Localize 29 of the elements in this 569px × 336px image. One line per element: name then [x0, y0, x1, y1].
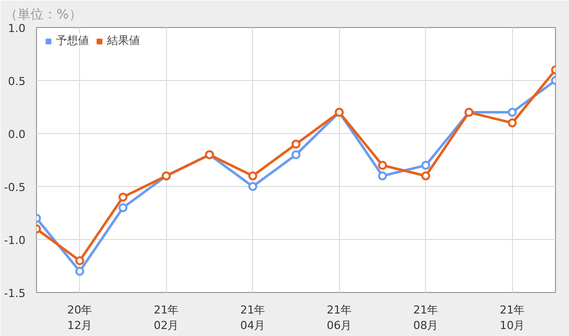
chart-title: （単位：%） — [4, 8, 82, 22]
y-tick-label: -1.0 — [4, 234, 26, 247]
legend-label: 予想値 — [56, 33, 89, 48]
point — [378, 160, 387, 170]
y-tick-label: -0.5 — [4, 181, 26, 194]
legend-label: 結果値 — [107, 33, 140, 48]
point — [421, 171, 430, 180]
point — [508, 118, 517, 128]
y-tick-label: 0.5 — [8, 75, 26, 88]
x-tick-label: 21年 10月 — [500, 304, 525, 332]
point — [118, 192, 128, 202]
point — [292, 150, 300, 160]
y-tick-label: 0.0 — [8, 128, 26, 141]
point — [75, 256, 84, 266]
x-tick-label: 21年 04月 — [240, 304, 266, 332]
point — [421, 160, 430, 170]
point — [75, 266, 84, 276]
x-tick-label: 21年 02月 — [154, 304, 179, 332]
point — [292, 140, 300, 149]
x-tick-label: 21年 08月 — [413, 304, 438, 332]
point — [248, 182, 258, 191]
y-tick-label: -1.5 — [4, 287, 26, 300]
x-tick-label: 20年 12月 — [67, 304, 92, 332]
point — [118, 203, 128, 212]
x-tick-label: 21年 06月 — [326, 304, 352, 332]
point — [508, 108, 517, 117]
y-tick-label: 1.0 — [8, 22, 26, 35]
point — [248, 171, 258, 180]
point — [378, 171, 387, 180]
